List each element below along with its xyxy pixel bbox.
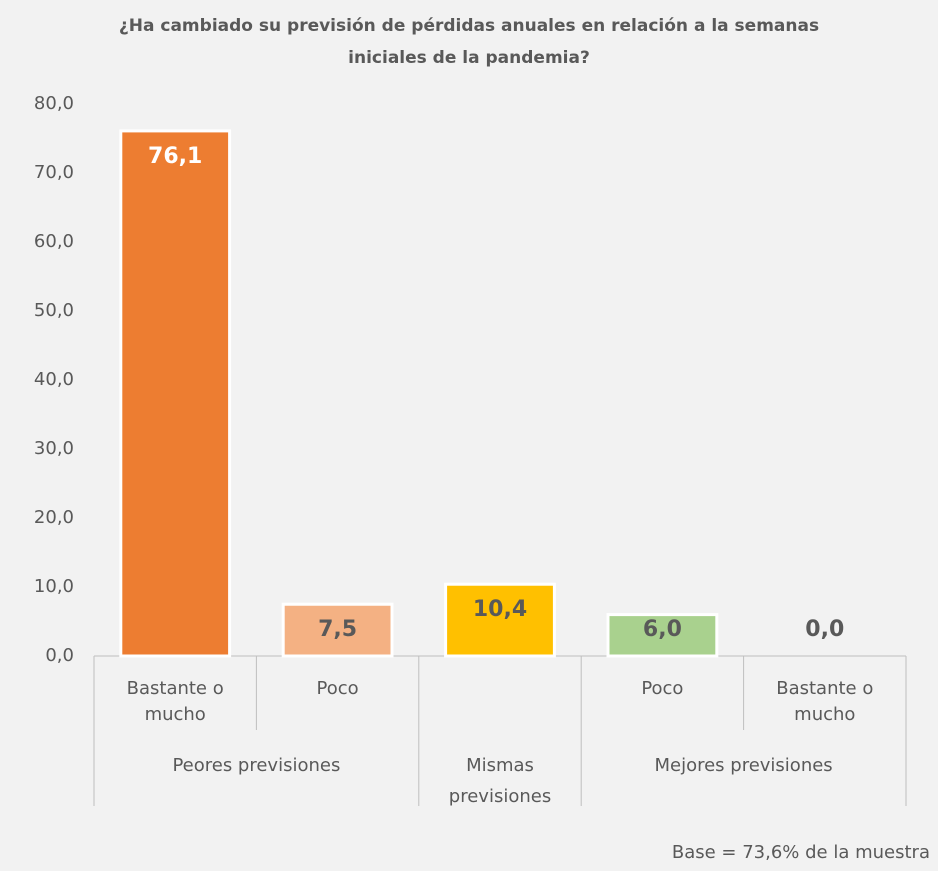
y-tick-label: 50,0 <box>34 300 74 321</box>
bar <box>119 129 232 658</box>
data-label: 0,0 <box>805 617 844 642</box>
data-label: 76,1 <box>148 144 202 169</box>
group-label: Peores previsiones <box>172 755 341 776</box>
y-tick-label: 10,0 <box>34 576 74 597</box>
group-label: Mismas previsiones <box>448 755 552 807</box>
x-tick-label: Bastante o mucho <box>776 678 874 725</box>
y-tick-label: 40,0 <box>34 369 74 390</box>
bar <box>281 602 394 658</box>
x-tick-label: Poco <box>641 678 684 699</box>
footnote: Base = 73,6% de la muestra <box>671 842 930 863</box>
y-tick-label: 60,0 <box>34 231 74 252</box>
y-tick-label: 20,0 <box>34 507 74 528</box>
y-tick-label: 70,0 <box>34 162 74 183</box>
y-tick-label: 0,0 <box>45 645 74 666</box>
bar <box>444 582 556 658</box>
bar <box>606 613 719 658</box>
data-label: 6,0 <box>643 617 682 642</box>
x-tick-label: Poco <box>316 678 359 699</box>
y-tick-label: 80,0 <box>34 93 74 114</box>
data-label: 7,5 <box>318 617 357 642</box>
chart-title: ¿Ha cambiado su previsión de pérdidas an… <box>118 16 820 68</box>
data-label: 10,4 <box>473 597 527 622</box>
x-tick-label: Bastante o mucho <box>126 678 224 725</box>
y-tick-label: 30,0 <box>34 438 74 459</box>
group-label: Mejores previsiones <box>654 755 833 776</box>
